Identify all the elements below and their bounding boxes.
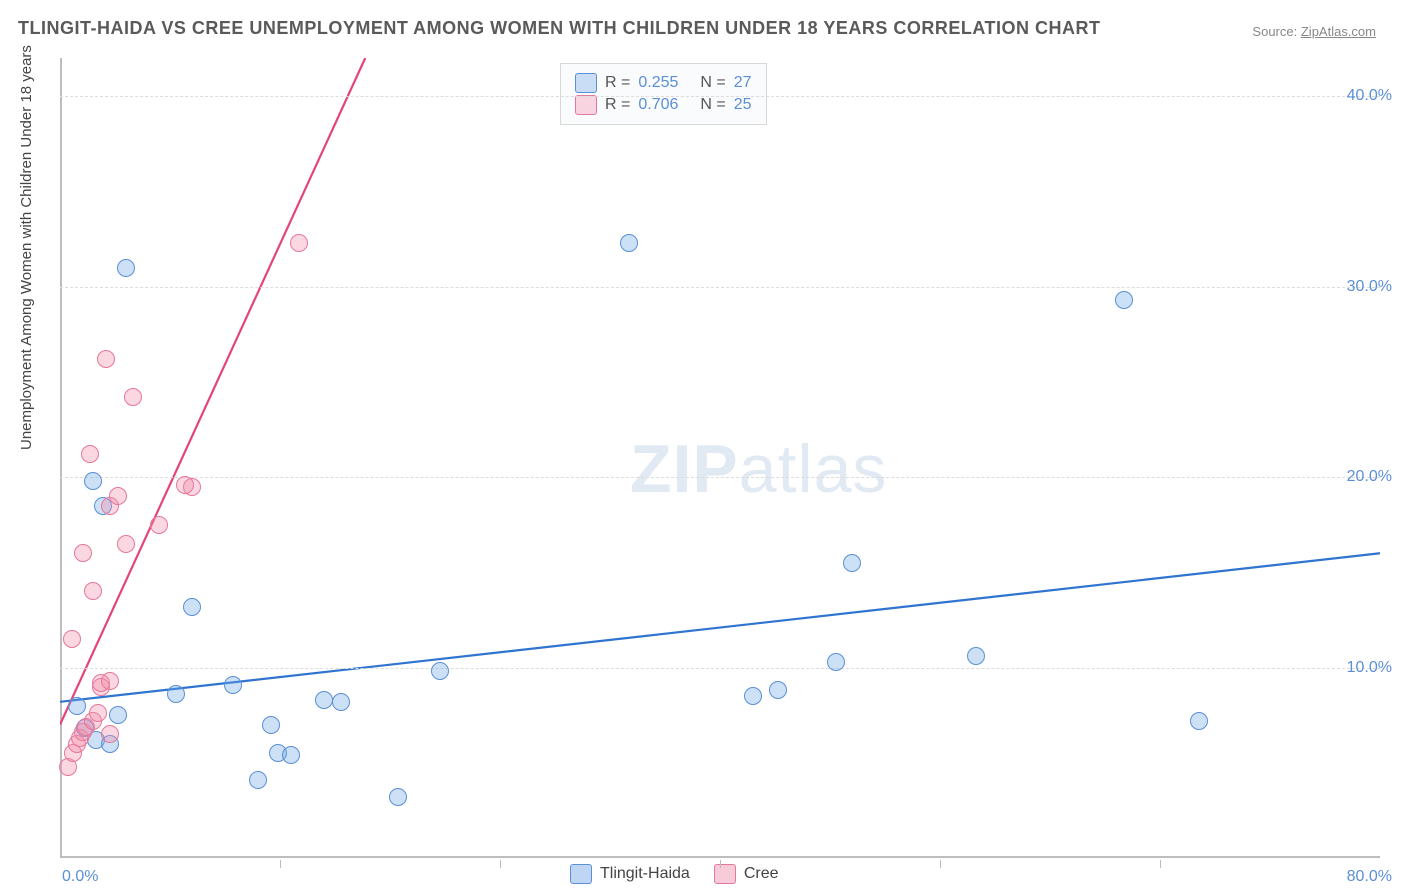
scatter-point	[124, 388, 142, 406]
scatter-point	[89, 704, 107, 722]
scatter-point	[249, 771, 267, 789]
source-label: Source:	[1252, 24, 1297, 39]
legend-r-label: R =	[605, 74, 630, 92]
source-attribution: Source: ZipAtlas.com	[1252, 24, 1376, 39]
x-axis-start-label: 0.0%	[62, 868, 98, 886]
legend-r-value: 0.255	[638, 74, 678, 92]
scatter-point	[1115, 291, 1133, 309]
gridline-horizontal	[60, 477, 1380, 478]
scatter-point	[176, 476, 194, 494]
scatter-point	[967, 647, 985, 665]
scatter-point	[117, 535, 135, 553]
gridline-horizontal	[60, 668, 1380, 669]
y-tick-label: 30.0%	[1347, 278, 1392, 296]
scatter-point	[744, 687, 762, 705]
series-legend: Tlingit-Haida Cree	[570, 864, 779, 884]
legend-series-item: Cree	[714, 864, 779, 884]
scatter-point	[282, 746, 300, 764]
scatter-point	[84, 582, 102, 600]
x-tick-mark	[940, 860, 941, 868]
y-tick-label: 40.0%	[1347, 87, 1392, 105]
scatter-point	[81, 445, 99, 463]
gridline-horizontal	[60, 287, 1380, 288]
scatter-point	[1190, 712, 1208, 730]
x-tick-mark	[280, 860, 281, 868]
scatter-point	[97, 350, 115, 368]
y-axis-label: Unemployment Among Women with Children U…	[18, 45, 35, 450]
scatter-point	[63, 630, 81, 648]
legend-swatch	[570, 864, 592, 884]
scatter-point	[101, 672, 119, 690]
scatter-point	[224, 676, 242, 694]
legend-n-value: 27	[734, 74, 752, 92]
scatter-point	[109, 706, 127, 724]
x-axis-end-label: 80.0%	[1347, 868, 1392, 886]
legend-series-label: Tlingit-Haida	[600, 865, 690, 883]
legend-n-label: N =	[700, 74, 725, 92]
scatter-point	[389, 788, 407, 806]
correlation-legend: R = 0.255 N = 27 R = 0.706 N = 25	[560, 63, 767, 125]
chart-plot-area	[60, 58, 1380, 858]
scatter-point	[167, 685, 185, 703]
scatter-point	[315, 691, 333, 709]
legend-correlation-row: R = 0.255 N = 27	[575, 73, 752, 93]
legend-swatch	[575, 95, 597, 115]
scatter-point	[332, 693, 350, 711]
scatter-point	[431, 662, 449, 680]
x-tick-mark	[720, 860, 721, 868]
scatter-point	[290, 234, 308, 252]
x-tick-mark	[1160, 860, 1161, 868]
legend-n-value: 25	[734, 96, 752, 114]
scatter-point	[827, 653, 845, 671]
legend-swatch	[575, 73, 597, 93]
scatter-point	[68, 697, 86, 715]
legend-r-label: R =	[605, 96, 630, 114]
legend-swatch	[714, 864, 736, 884]
chart-title: TLINGIT-HAIDA VS CREE UNEMPLOYMENT AMONG…	[18, 18, 1101, 39]
scatter-point	[150, 516, 168, 534]
scatter-point	[620, 234, 638, 252]
legend-series-label: Cree	[744, 865, 779, 883]
y-tick-label: 10.0%	[1347, 659, 1392, 677]
gridline-horizontal	[60, 96, 1380, 97]
scatter-point	[74, 544, 92, 562]
scatter-point	[101, 725, 119, 743]
scatter-point	[183, 598, 201, 616]
scatter-point	[109, 487, 127, 505]
scatter-point	[84, 472, 102, 490]
source-link[interactable]: ZipAtlas.com	[1301, 24, 1376, 39]
legend-series-item: Tlingit-Haida	[570, 864, 690, 884]
y-tick-label: 20.0%	[1347, 468, 1392, 486]
scatter-point	[843, 554, 861, 572]
x-tick-mark	[500, 860, 501, 868]
legend-r-value: 0.706	[638, 96, 678, 114]
legend-n-label: N =	[700, 96, 725, 114]
scatter-point	[117, 259, 135, 277]
scatter-point	[769, 681, 787, 699]
legend-correlation-row: R = 0.706 N = 25	[575, 95, 752, 115]
scatter-point	[262, 716, 280, 734]
